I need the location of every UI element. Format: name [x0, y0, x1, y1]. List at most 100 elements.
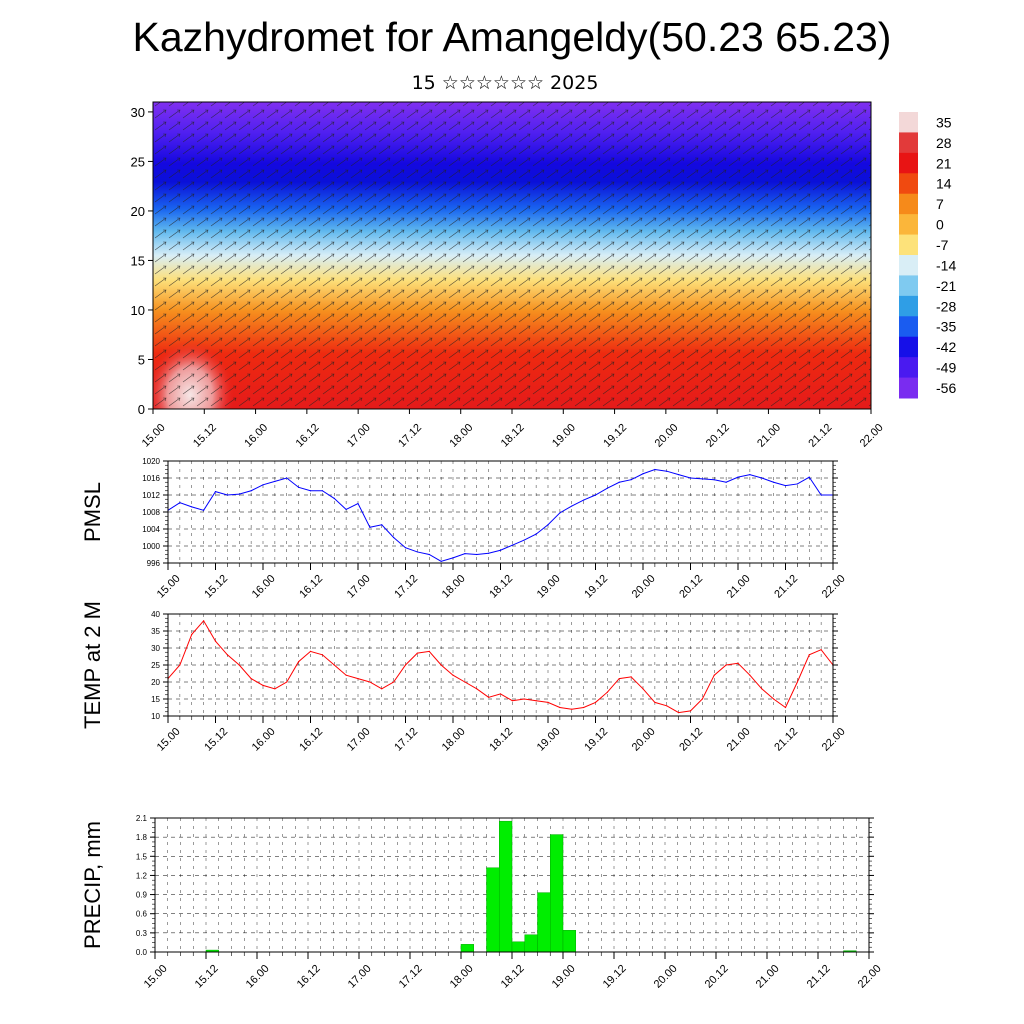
x-tick-label: 19.00: [550, 963, 578, 991]
x-tick-label: 17.00: [345, 422, 373, 450]
data-point: [357, 678, 359, 680]
x-tick-label: 16.12: [297, 573, 325, 601]
x-tick-label: 22.00: [856, 963, 884, 991]
data-point: [796, 681, 798, 683]
data-point: [203, 620, 205, 622]
x-tick-label: 20.12: [704, 422, 732, 450]
data-point: [191, 633, 193, 636]
data-point: [713, 479, 715, 481]
colorbar-segment: [899, 336, 918, 358]
data-point: [404, 547, 407, 549]
x-tick-label: 21.00: [725, 726, 753, 754]
x-tick-label: 18.00: [447, 422, 475, 450]
data-point: [725, 481, 727, 483]
data-point: [499, 693, 502, 695]
data-point: [725, 664, 727, 666]
data-point: [689, 477, 692, 479]
x-tick-label: 17.12: [392, 573, 420, 601]
data-point: [321, 654, 323, 656]
y-tick-label: 1012: [142, 491, 160, 500]
data-point: [547, 701, 549, 704]
x-tick-label: 20.12: [677, 573, 705, 601]
data-point: [511, 544, 513, 546]
colorbar-segment: [899, 275, 918, 297]
data-point: [309, 650, 312, 653]
data-point: [583, 499, 585, 501]
y-tick-label: 1.8: [136, 833, 148, 842]
x-tick-label: 18.12: [499, 963, 527, 991]
colorbar-segment: [899, 112, 918, 133]
x-tick-label: 16.12: [297, 726, 325, 754]
data-point: [250, 678, 252, 680]
y-tick-label: 1016: [142, 474, 160, 483]
y-tick-label: 40: [151, 610, 160, 619]
data-point: [286, 681, 288, 683]
x-tick-label: 16.12: [294, 422, 322, 450]
data-point: [523, 698, 525, 700]
y-tick-label: 15: [131, 253, 145, 268]
data-point: [749, 474, 751, 476]
y-tick-label: 25: [151, 661, 160, 670]
y-axis-title: PRECIP, mm: [80, 821, 105, 949]
data-point: [559, 512, 561, 514]
x-tick-label: 17.12: [397, 963, 425, 991]
colorbar-label: 21: [936, 155, 952, 171]
data-point: [511, 700, 513, 702]
x-tick-label: 19.12: [582, 726, 610, 754]
precip-bar: [486, 867, 500, 953]
colorbar-segment: [899, 152, 918, 174]
colorbar-segment: [899, 214, 918, 236]
colorbar-segment: [899, 173, 918, 195]
data-point: [262, 484, 264, 486]
page-subtitle: 15 ☆☆☆☆☆☆ 2025: [411, 72, 599, 94]
y-tick-label: 5: [138, 352, 145, 367]
x-tick-label: 22.00: [820, 573, 848, 601]
x-tick-label: 17.00: [345, 573, 373, 601]
y-tick-label: 30: [151, 644, 160, 653]
data-point: [404, 664, 407, 666]
colorbar-label: -56: [936, 380, 956, 396]
data-point: [820, 494, 822, 496]
data-point: [476, 688, 478, 690]
data-point: [226, 654, 228, 656]
data-point: [369, 681, 371, 683]
colorbar-segment: [899, 255, 918, 276]
x-tick-label: 16.00: [250, 573, 278, 601]
data-point: [238, 493, 240, 495]
data-point: [796, 483, 798, 485]
x-tick-label: 18.12: [487, 726, 515, 754]
colorbar-label: -49: [936, 360, 956, 376]
data-point: [547, 524, 549, 526]
data-point: [214, 640, 217, 642]
data-point: [666, 705, 668, 707]
data-point: [535, 700, 537, 702]
data-point: [191, 506, 193, 508]
data-point: [499, 549, 502, 551]
x-tick-label: 20.00: [652, 963, 680, 991]
data-point: [464, 681, 466, 683]
data-point: [618, 678, 620, 680]
data-point: [571, 708, 573, 710]
data-point: [606, 487, 608, 489]
data-point: [654, 701, 656, 704]
y-tick-label: 35: [151, 627, 160, 636]
data-point: [642, 473, 644, 475]
data-point: [630, 676, 632, 678]
x-tick-label: 19.12: [601, 963, 629, 991]
x-tick-label: 18.12: [487, 573, 515, 601]
x-tick-label: 21.12: [772, 726, 800, 754]
x-tick-label: 21.12: [806, 422, 834, 450]
page-title: Kazhydromet for Amangeldy(50.23 65.23): [132, 14, 892, 60]
y-axis-title: TEMP at 2 M: [80, 601, 105, 729]
colorbar-label: -21: [936, 278, 956, 294]
data-point: [523, 539, 525, 541]
data-point: [713, 674, 715, 676]
colorbar-label: -14: [936, 257, 956, 273]
data-point: [381, 524, 383, 526]
x-tick-label: 16.00: [250, 726, 278, 754]
data-point: [606, 691, 608, 693]
data-point: [654, 468, 656, 471]
data-point: [298, 661, 300, 663]
precip-bar: [562, 930, 576, 953]
